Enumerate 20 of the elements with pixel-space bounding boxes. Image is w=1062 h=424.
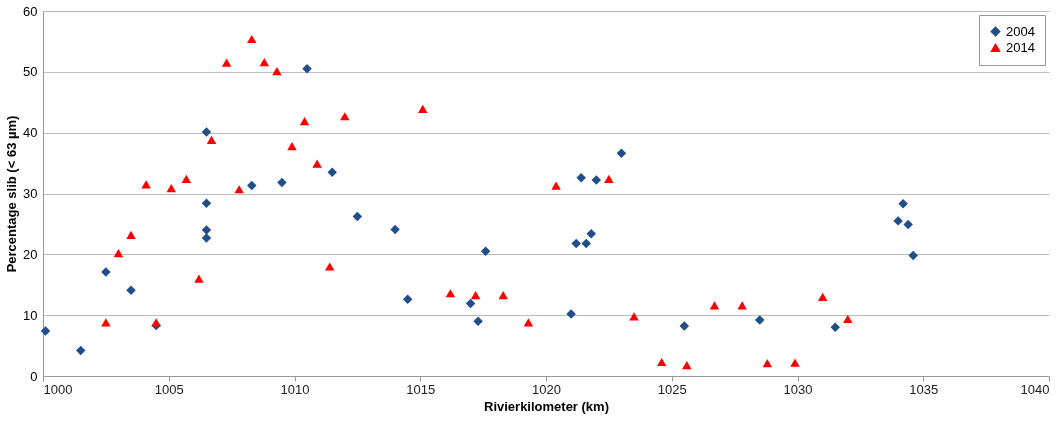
x-axis-title: Rivierkilometer (km) bbox=[484, 398, 609, 414]
x-tick-label: 1035 bbox=[909, 381, 939, 397]
legend-label: 2004 bbox=[1006, 23, 1035, 39]
y-tick-label: 10 bbox=[23, 307, 38, 323]
x-tick-label: 1000 bbox=[43, 381, 73, 397]
y-tick-label: 20 bbox=[23, 246, 38, 262]
y-axis-title: Percentage slib (< 63 µm) bbox=[4, 115, 20, 273]
x-tick-label: 1020 bbox=[532, 381, 561, 397]
x-tick-label: 1030 bbox=[783, 381, 813, 397]
y-tick-label: 30 bbox=[23, 186, 38, 201]
y-tick-label: 40 bbox=[23, 125, 38, 141]
y-tick-label: 50 bbox=[23, 64, 38, 80]
x-tick-label: 1025 bbox=[657, 381, 687, 397]
y-tick-label: 0 bbox=[30, 368, 38, 384]
x-tick-label: 1010 bbox=[280, 381, 310, 397]
x-tick-label: 1005 bbox=[154, 381, 184, 397]
x-tick-label: 1015 bbox=[406, 381, 436, 397]
x-tick-label: 1040 bbox=[1020, 381, 1050, 397]
y-tick-label: 60 bbox=[23, 3, 38, 19]
legend-label: 2014 bbox=[1006, 39, 1035, 55]
